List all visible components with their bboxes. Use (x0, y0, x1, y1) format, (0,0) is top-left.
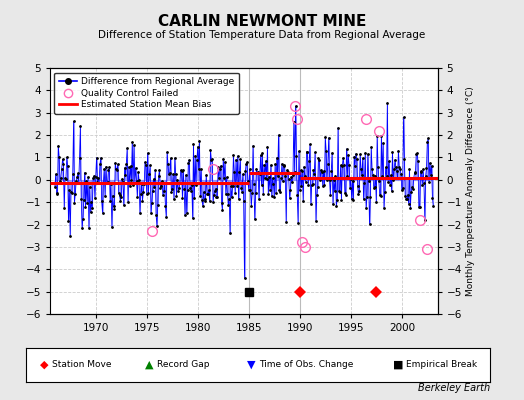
Text: Record Gap: Record Gap (157, 360, 210, 369)
Text: ◆: ◆ (40, 360, 49, 370)
Text: Difference of Station Temperature Data from Regional Average: Difference of Station Temperature Data f… (99, 30, 425, 40)
Text: ▼: ▼ (247, 360, 256, 370)
Legend: Difference from Regional Average, Quality Control Failed, Estimated Station Mean: Difference from Regional Average, Qualit… (54, 72, 239, 114)
Text: Time of Obs. Change: Time of Obs. Change (259, 360, 354, 369)
Text: CARLIN NEWMONT MINE: CARLIN NEWMONT MINE (158, 14, 366, 29)
Text: ■: ■ (393, 360, 403, 370)
Y-axis label: Monthly Temperature Anomaly Difference (°C): Monthly Temperature Anomaly Difference (… (466, 86, 475, 296)
Text: ▲: ▲ (145, 360, 154, 370)
Text: Berkeley Earth: Berkeley Earth (418, 383, 490, 393)
Text: Station Move: Station Move (52, 360, 112, 369)
Text: Empirical Break: Empirical Break (406, 360, 477, 369)
